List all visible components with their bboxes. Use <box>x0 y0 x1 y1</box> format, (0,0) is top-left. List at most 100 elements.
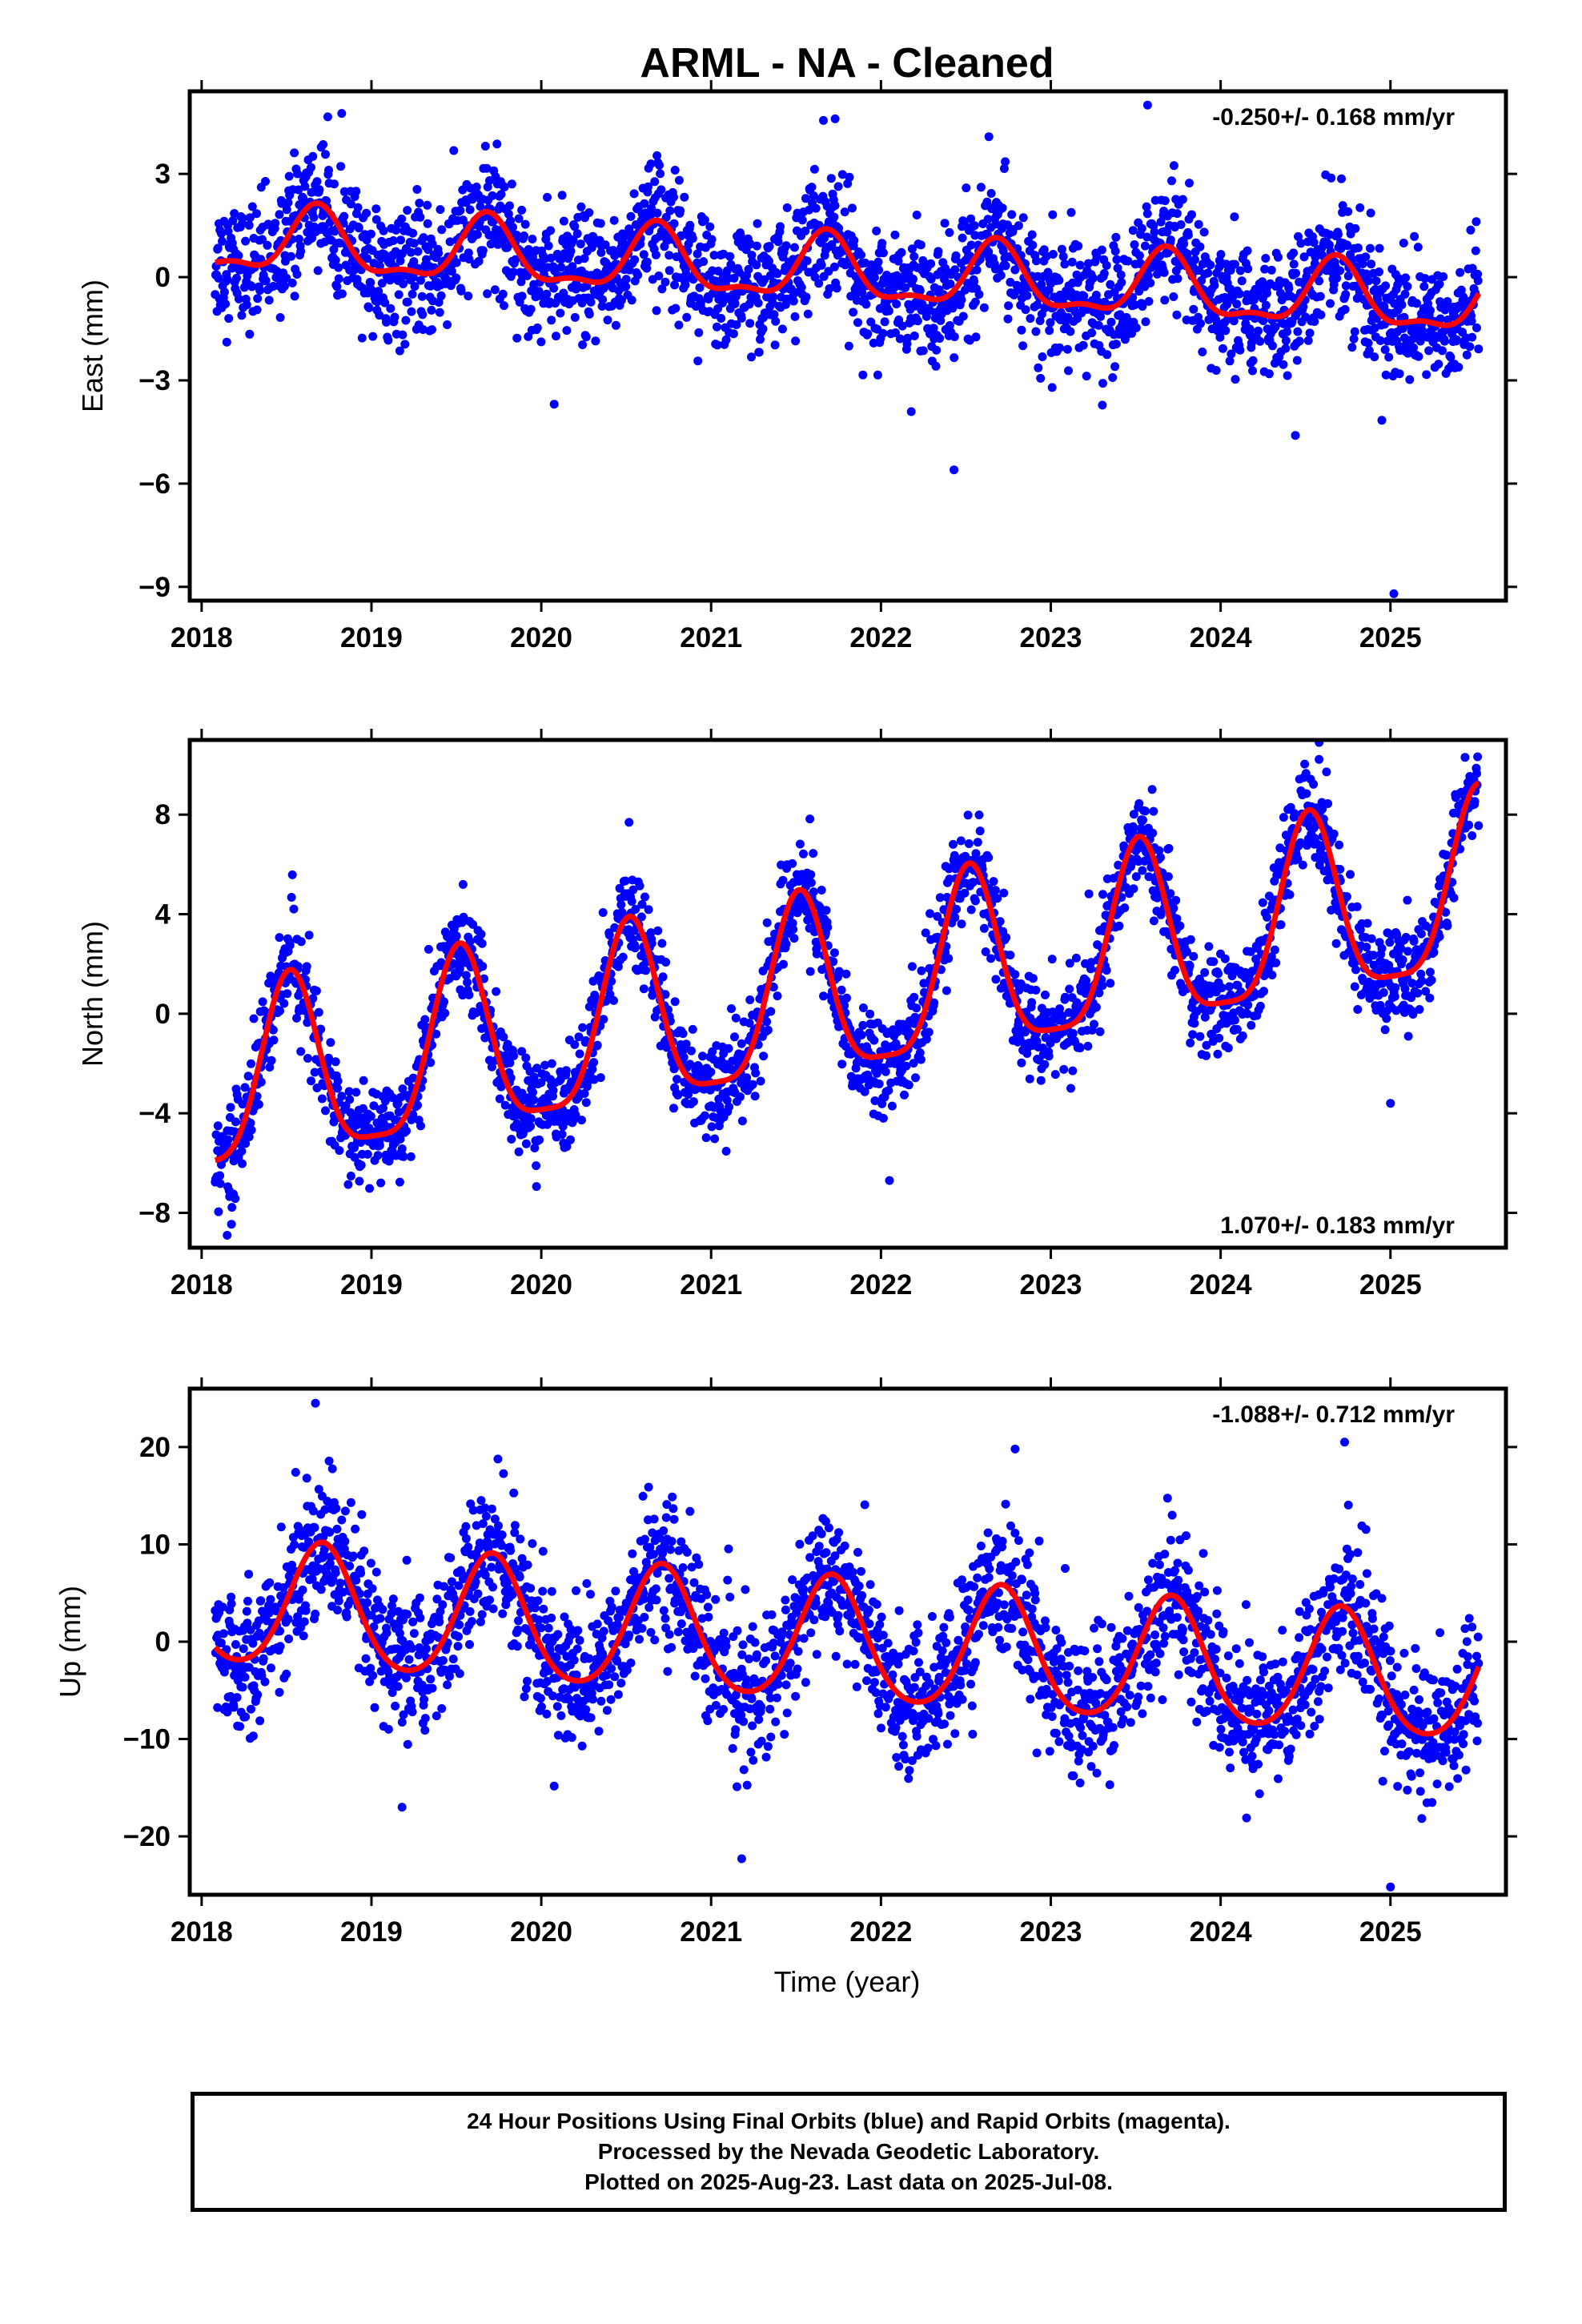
data-point <box>633 271 643 279</box>
data-point <box>944 954 954 963</box>
data-point <box>1021 305 1030 315</box>
data-point <box>725 251 735 261</box>
data-point <box>975 826 985 836</box>
data-point <box>1065 984 1074 994</box>
data-point <box>737 1039 746 1048</box>
data-point <box>707 1122 717 1132</box>
data-point <box>472 183 481 191</box>
data-point <box>665 266 674 275</box>
data-point <box>597 301 607 311</box>
data-point <box>1128 226 1138 235</box>
data-point <box>275 210 284 219</box>
data-point <box>390 312 400 322</box>
data-point <box>700 215 709 225</box>
data-point <box>1311 252 1320 262</box>
data-point <box>825 283 834 293</box>
data-point <box>1382 1014 1391 1023</box>
data-point <box>1082 976 1091 985</box>
data-point <box>216 229 226 239</box>
data-point <box>287 893 296 902</box>
data-point <box>507 179 516 189</box>
data-point <box>254 1100 263 1109</box>
data-point <box>945 321 954 330</box>
data-point <box>465 205 475 215</box>
data-point <box>1415 336 1425 346</box>
data-point <box>1283 327 1291 336</box>
data-point <box>1186 1038 1195 1047</box>
data-point <box>754 348 764 357</box>
data-point <box>487 1062 496 1072</box>
data-point <box>1261 254 1271 263</box>
data-point <box>669 219 679 228</box>
data-point <box>1026 314 1035 324</box>
data-point <box>949 839 958 849</box>
data-point <box>688 1024 697 1034</box>
data-point <box>365 1184 375 1193</box>
data-point <box>1279 360 1288 369</box>
data-point <box>1454 363 1464 372</box>
data-point <box>687 1046 696 1055</box>
data-point <box>346 1172 355 1180</box>
data-point <box>420 1015 430 1024</box>
data-point <box>842 993 851 1003</box>
data-point <box>657 284 667 294</box>
data-point <box>1385 938 1395 947</box>
data-point <box>779 959 788 969</box>
data-point <box>982 197 992 207</box>
data-point <box>401 316 411 325</box>
data-point <box>802 256 812 266</box>
data-point <box>670 280 680 290</box>
data-point <box>1225 982 1234 991</box>
data-point <box>499 1032 508 1042</box>
data-point <box>970 297 980 307</box>
data-point <box>1131 323 1141 332</box>
data-point <box>889 283 899 292</box>
data-point <box>213 243 223 253</box>
data-point <box>1299 252 1309 262</box>
data-point <box>878 1113 888 1123</box>
data-point <box>998 246 1008 255</box>
data-point <box>1055 1004 1064 1014</box>
data-point <box>542 289 552 299</box>
data-point <box>781 241 791 251</box>
data-point <box>682 312 692 322</box>
data-point <box>884 306 893 316</box>
data-point <box>1204 942 1214 951</box>
data-point <box>283 989 292 999</box>
data-point <box>368 332 378 341</box>
data-point <box>708 1047 717 1056</box>
data-point <box>826 174 836 183</box>
data-point <box>570 1039 580 1049</box>
data-point <box>946 279 955 288</box>
data-point <box>260 1007 270 1016</box>
data-point <box>976 183 986 192</box>
data-point <box>1209 957 1219 967</box>
data-point <box>252 1092 262 1101</box>
data-point <box>512 333 522 343</box>
data-point <box>1309 779 1319 789</box>
data-point <box>1025 1074 1034 1084</box>
data-point <box>403 206 412 215</box>
data-point <box>1366 243 1375 253</box>
data-point <box>616 296 626 305</box>
data-point <box>1351 223 1360 233</box>
data-point <box>526 304 536 314</box>
data-point <box>1293 327 1303 336</box>
data-point <box>721 335 731 344</box>
data-point <box>258 997 267 1007</box>
data-point <box>1207 1030 1217 1039</box>
data-point <box>819 115 828 125</box>
data-point <box>478 962 488 971</box>
data-point <box>331 255 340 265</box>
data-point <box>1156 217 1166 227</box>
data-point <box>1098 400 1107 410</box>
data-point <box>1259 987 1268 996</box>
data-point <box>478 246 488 255</box>
data-point <box>464 292 473 301</box>
data-point <box>1075 260 1085 270</box>
data-point <box>1167 176 1176 186</box>
data-point <box>1071 953 1081 963</box>
data-point <box>832 283 841 293</box>
data-point <box>1182 249 1192 259</box>
data-point <box>336 162 346 171</box>
